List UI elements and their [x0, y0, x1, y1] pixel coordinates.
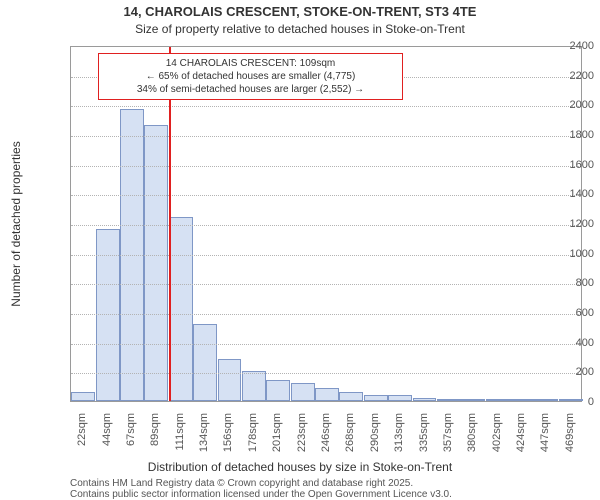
x-tick-label: 134sqm	[198, 413, 210, 467]
x-tick-label: 424sqm	[515, 413, 527, 467]
x-tick-label: 402sqm	[491, 413, 503, 467]
y-tick-label: 0	[524, 396, 594, 408]
annotation-box: 14 CHAROLAIS CRESCENT: 109sqm← 65% of de…	[98, 53, 403, 100]
x-tick-label: 111sqm	[174, 413, 186, 467]
x-tick-label: 469sqm	[564, 413, 576, 467]
x-tick-label: 268sqm	[344, 413, 356, 467]
histogram-bar	[461, 399, 485, 401]
x-axis-label: Distribution of detached houses by size …	[0, 460, 600, 474]
histogram-bar	[486, 399, 510, 401]
y-tick-label: 1400	[524, 188, 594, 200]
chart-title: 14, CHAROLAIS CRESCENT, STOKE-ON-TRENT, …	[0, 4, 600, 19]
histogram-bar	[437, 399, 461, 401]
y-tick-label: 1600	[524, 159, 594, 171]
y-tick-label: 2400	[524, 40, 594, 52]
histogram-bar	[364, 395, 388, 401]
x-tick-label: 290sqm	[369, 413, 381, 467]
x-tick-label: 246sqm	[320, 413, 332, 467]
gridline	[71, 195, 581, 196]
footer-line-1: Contains HM Land Registry data © Crown c…	[70, 478, 582, 489]
y-tick-label: 600	[524, 307, 594, 319]
gridline	[71, 255, 581, 256]
x-tick-label: 201sqm	[271, 413, 283, 467]
gridline	[71, 225, 581, 226]
x-tick-label: 89sqm	[149, 413, 161, 467]
x-tick-label: 178sqm	[247, 413, 259, 467]
gridline	[71, 136, 581, 137]
histogram-bar	[266, 380, 290, 401]
annotation-line: 14 CHAROLAIS CRESCENT: 109sqm	[105, 57, 396, 70]
gridline	[71, 166, 581, 167]
x-tick-label: 380sqm	[466, 413, 478, 467]
gridline	[71, 106, 581, 107]
y-tick-label: 1200	[524, 218, 594, 230]
y-tick-label: 400	[524, 337, 594, 349]
gridline	[71, 284, 581, 285]
footer-line-2: Contains public sector information licen…	[70, 489, 582, 500]
reference-vertical-line	[169, 47, 171, 401]
x-tick-label: 335sqm	[418, 413, 430, 467]
annotation-line: ← 65% of detached houses are smaller (4,…	[105, 70, 396, 83]
y-tick-label: 2200	[524, 70, 594, 82]
y-tick-label: 1000	[524, 248, 594, 260]
footer-credits: Contains HM Land Registry data © Crown c…	[70, 478, 582, 500]
x-tick-label: 223sqm	[296, 413, 308, 467]
histogram-bar	[339, 392, 363, 401]
x-tick-label: 156sqm	[222, 413, 234, 467]
x-tick-label: 44sqm	[101, 413, 113, 467]
histogram-bar	[291, 383, 315, 401]
histogram-bar	[193, 324, 217, 401]
chart-container: 14, CHAROLAIS CRESCENT, STOKE-ON-TRENT, …	[0, 0, 600, 500]
y-tick-label: 2000	[524, 99, 594, 111]
histogram-bar	[242, 371, 266, 401]
x-tick-label: 447sqm	[539, 413, 551, 467]
x-tick-label: 67sqm	[125, 413, 137, 467]
histogram-bar	[315, 388, 339, 401]
y-tick-label: 800	[524, 277, 594, 289]
y-axis-label: Number of detached properties	[9, 141, 23, 306]
histogram-bar	[218, 359, 242, 401]
y-tick-label: 200	[524, 366, 594, 378]
y-tick-label: 1800	[524, 129, 594, 141]
x-tick-label: 313sqm	[393, 413, 405, 467]
histogram-bar	[388, 395, 412, 401]
gridline	[71, 314, 581, 315]
x-tick-label: 357sqm	[442, 413, 454, 467]
histogram-bar	[413, 398, 437, 401]
annotation-line: 34% of semi-detached houses are larger (…	[105, 83, 396, 96]
gridline	[71, 373, 581, 374]
plot-area: 14 CHAROLAIS CRESCENT: 109sqm← 65% of de…	[70, 46, 582, 402]
gridline	[71, 344, 581, 345]
x-tick-label: 22sqm	[76, 413, 88, 467]
bars-group	[71, 47, 581, 401]
chart-subtitle: Size of property relative to detached ho…	[0, 22, 600, 36]
histogram-bar	[71, 392, 95, 401]
